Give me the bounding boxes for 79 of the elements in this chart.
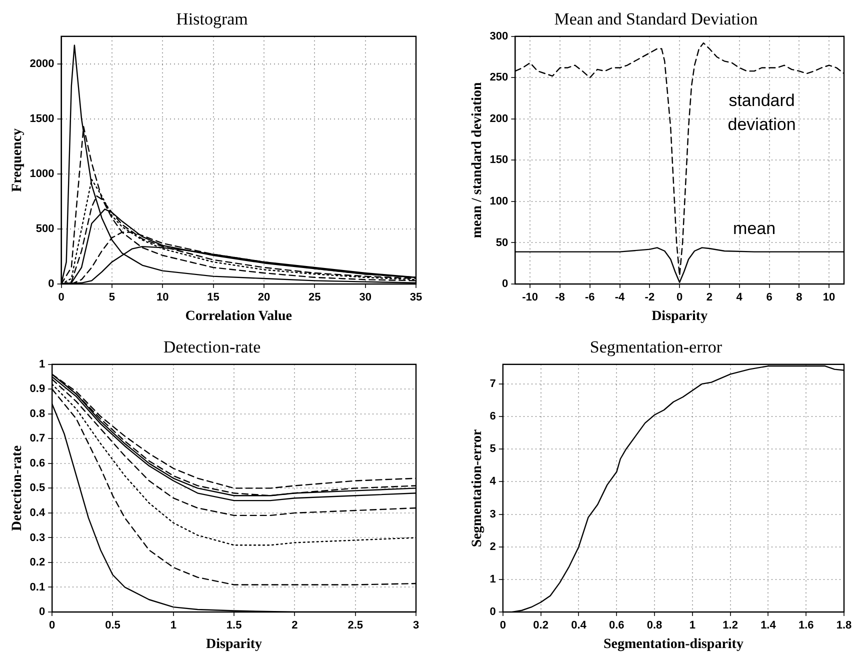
y-tick-label: 0 [38, 606, 46, 618]
x-tick-label: 6 [766, 292, 772, 304]
y-tick-label: 0 [490, 606, 496, 618]
chart-title: Segmentation-error [590, 338, 722, 357]
x-tick-label: -4 [614, 292, 626, 304]
y-tick-label: 0.4 [30, 506, 46, 519]
y-tick-label: 500 [36, 223, 54, 236]
y-tick-label: 300 [490, 30, 508, 42]
y-axis-title: mean / standard deviation [470, 82, 486, 238]
y-tick-label: 0.9 [30, 383, 46, 396]
y-axis-title: Frequency [10, 128, 26, 192]
y-tick-label: 2 [490, 540, 496, 553]
y-tick-label: 1 [490, 573, 496, 586]
x-tick-label: 1.4 [760, 620, 777, 632]
chart-title: Mean and Standard Deviation [554, 10, 758, 29]
x-tick-label: -10 [522, 292, 538, 304]
y-tick-label: 0.3 [30, 532, 46, 544]
y-tick-label: 5 [490, 443, 496, 456]
x-tick-label: 30 [359, 292, 372, 304]
y-axis-title: Segmentation-error [470, 429, 486, 548]
x-tick-label: -8 [555, 292, 565, 304]
x-tick-label: 25 [308, 292, 321, 304]
y-tick-label: 0.1 [30, 581, 46, 594]
y-tick-label: 50 [496, 236, 508, 249]
x-tick-label: 3 [412, 620, 420, 632]
x-tick-label: 0 [58, 292, 64, 304]
y-tick-label: 150 [490, 154, 508, 166]
x-axis-title: Segmentation-disparity [603, 637, 744, 652]
y-tick-label: 7 [490, 378, 496, 390]
series-label: standard deviation [728, 90, 796, 134]
y-tick-label: 0.2 [30, 556, 46, 569]
series-label: mean [733, 218, 776, 238]
x-tick-label: -6 [585, 292, 595, 304]
chart-title: Detection-rate [163, 338, 261, 357]
x-tick-label: 0.5 [105, 620, 120, 632]
y-tick-label: 0.6 [30, 457, 46, 470]
x-tick-label: 4 [736, 292, 744, 304]
y-tick-label: 4 [490, 476, 497, 488]
x-axis-title: Disparity [206, 637, 262, 652]
x-tick-label: 20 [258, 292, 270, 304]
x-tick-label: -2 [644, 292, 655, 304]
x-tick-label: 1.2 [722, 620, 738, 632]
x-tick-label: 15 [207, 292, 220, 304]
chart-title: Histogram [176, 10, 248, 29]
x-tick-label: 2 [292, 620, 298, 632]
x-tick-label: 0 [676, 292, 683, 304]
x-tick-label: 0.2 [533, 620, 548, 632]
x-tick-label: 10 [156, 292, 169, 304]
y-tick-label: 3 [490, 508, 496, 520]
x-tick-label: 1.6 [798, 620, 814, 632]
y-tick-label: 0.8 [30, 408, 46, 420]
y-tick-label: 1500 [30, 112, 54, 125]
x-tick-label: 0.8 [646, 620, 662, 632]
x-tick-label: 1 [170, 620, 176, 632]
y-tick-label: 2000 [30, 58, 54, 70]
y-tick-label: 6 [490, 410, 496, 423]
y-tick-label: 1000 [30, 168, 54, 180]
x-tick-label: 1.8 [836, 620, 852, 632]
y-tick-label: 250 [490, 72, 508, 84]
x-tick-label: 0.6 [608, 620, 624, 632]
y-tick-label: 0 [48, 278, 54, 290]
y-tick-label: 0 [502, 278, 508, 290]
x-tick-label: 10 [822, 292, 836, 304]
x-tick-label: 35 [410, 292, 422, 304]
x-tick-label: 5 [108, 292, 116, 304]
x-tick-label: 8 [796, 292, 802, 304]
y-tick-label: 1 [38, 358, 46, 370]
x-tick-label: 1.5 [226, 620, 242, 632]
y-axis-title: Detection-rate [10, 445, 26, 531]
x-axis-title: Disparity [652, 309, 708, 324]
y-tick-label: 200 [490, 112, 508, 125]
y-tick-label: 0.7 [30, 432, 46, 445]
x-tick-label: 1 [689, 620, 696, 632]
x-tick-label: 2.5 [348, 620, 363, 632]
y-tick-label: 0.5 [30, 482, 46, 494]
x-tick-label: 0.4 [571, 620, 588, 632]
y-tick-label: 100 [490, 196, 508, 208]
x-tick-label: 2 [706, 292, 713, 304]
x-axis-title: Correlation Value [185, 309, 292, 324]
